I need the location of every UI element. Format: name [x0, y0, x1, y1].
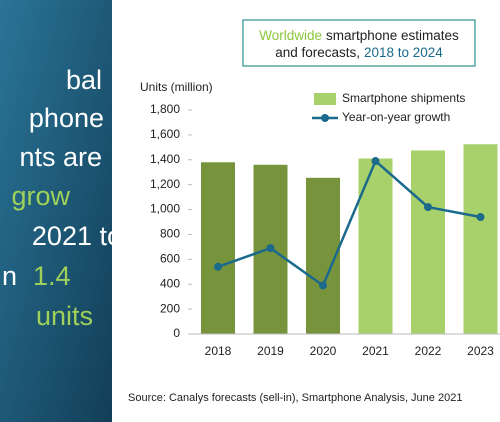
chart-title: and forecasts, 2018 to 2024 [275, 45, 443, 60]
chart-title: Worldwide smartphone estimates [259, 28, 459, 43]
side-line: n [2, 261, 17, 291]
legend-label: Year-on-year growth [342, 110, 450, 124]
y-tick-label: 0 [173, 326, 180, 340]
title-part: Worldwide [259, 28, 322, 43]
x-tick-label: 2023 [467, 344, 494, 358]
x-tick-label: 2022 [415, 344, 442, 358]
legend-label: Smartphone shipments [342, 91, 465, 105]
bar [358, 158, 393, 334]
x-tick-label: 2019 [257, 344, 284, 358]
line-marker [424, 203, 432, 212]
y-tick-label: 1,000 [150, 202, 180, 216]
title-part: 2018 to 2024 [364, 45, 443, 60]
title-part: and forecasts, [275, 45, 360, 60]
legend-swatch [314, 93, 336, 105]
line-marker [371, 157, 380, 166]
y-tick-label: 1,400 [150, 152, 180, 166]
source: Source: Canalys forecasts (sell-in), Sma… [128, 392, 462, 404]
side-line: grow [11, 181, 70, 211]
y-tick-label: 1,600 [150, 127, 180, 141]
side-line: nts are [19, 142, 102, 172]
x-tick-label: 2021 [362, 344, 389, 358]
line-marker [214, 262, 222, 271]
bar [411, 150, 445, 334]
y-tick-label: 400 [160, 276, 180, 290]
x-tick-label: 2020 [310, 344, 337, 358]
title-part: smartphone estimates [326, 28, 459, 43]
y-tick-label: 1,800 [150, 102, 180, 116]
x-tick-label: 2018 [205, 344, 232, 358]
side-line: 1.4 [33, 261, 71, 291]
line-marker [266, 244, 275, 253]
side-line: 2021 to [32, 221, 122, 251]
y-tick-label: 600 [160, 252, 180, 266]
line-marker [319, 281, 327, 290]
line-marker [476, 213, 485, 222]
y-tick-label: 200 [160, 301, 180, 315]
y-tick-label: 800 [160, 227, 180, 241]
line [217, 158, 481, 288]
side-panel [0, 0, 112, 422]
side-line: units [36, 301, 93, 331]
bar [201, 162, 235, 334]
side-line: bal [66, 65, 102, 95]
y-tick-label: 1,200 [150, 177, 180, 191]
title-box [242, 19, 476, 67]
bar [463, 144, 498, 334]
legend-swatch [321, 114, 329, 122]
y-axis-label: Units (million) [140, 80, 213, 94]
side-text: bal phone nts are grow 2021 to n 1.4 uni… [2, 65, 122, 331]
side-line: phone [29, 103, 104, 133]
